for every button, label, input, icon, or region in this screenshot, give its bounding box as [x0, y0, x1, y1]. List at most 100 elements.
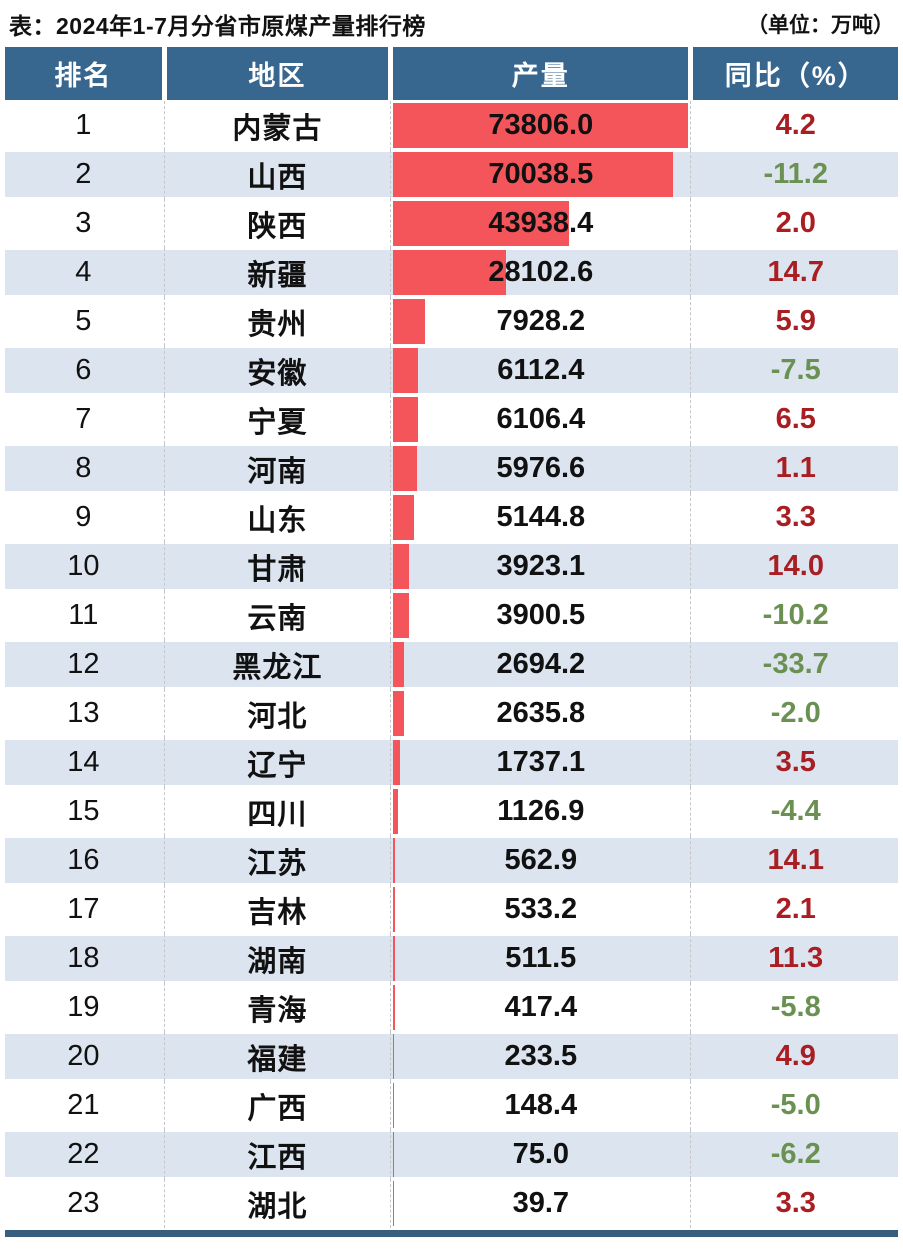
- region-cell: 湖南: [163, 934, 388, 983]
- production-value: 1737.1: [496, 746, 586, 778]
- rank-cell: 19: [67, 991, 100, 1023]
- rank-cell: 20: [67, 1040, 100, 1072]
- production-bar: [393, 1181, 395, 1226]
- column-header-yoy: 同比（%）: [693, 47, 898, 100]
- table-row: 14 辽宁 1737.1 3.5: [5, 738, 898, 787]
- production-value: 28102.6: [488, 256, 594, 288]
- production-cell: 75.0: [390, 1130, 688, 1179]
- yoy-value: 3.3: [690, 493, 898, 542]
- production-cell: 233.5: [390, 1032, 688, 1081]
- production-value: 75.0: [512, 1138, 570, 1170]
- production-bar: [393, 838, 396, 883]
- production-value: 6112.4: [497, 354, 585, 386]
- production-bar: [393, 544, 409, 589]
- table-row: 11 云南 3900.5 -10.2: [5, 591, 898, 640]
- production-bar: [393, 642, 404, 687]
- yoy-value: 4.9: [690, 1032, 898, 1081]
- column-header-region: 地区: [166, 47, 389, 100]
- yoy-value: 5.9: [690, 297, 898, 346]
- table-row: 13 河北 2635.8 -2.0: [5, 689, 898, 738]
- rank-cell: 9: [75, 501, 92, 533]
- production-value: 2635.8: [496, 697, 586, 729]
- table-row: 21 广西 148.4 -5.0: [5, 1081, 898, 1130]
- region-cell: 江苏: [163, 836, 388, 885]
- production-bar: [393, 1034, 395, 1079]
- production-value: 533.2: [504, 893, 578, 925]
- rank-cell: 18: [67, 942, 100, 974]
- region-cell: 甘肃: [163, 542, 388, 591]
- column-header-rank: 排名: [5, 47, 162, 100]
- production-cell: 6112.4: [390, 346, 688, 395]
- table-row: 19 青海 417.4 -5.8: [5, 983, 898, 1032]
- rank-cell: 2: [75, 158, 92, 190]
- production-cell: 73806.0: [390, 101, 689, 150]
- table-row: 18 湖南 511.5 11.3: [5, 934, 898, 983]
- production-cell: 2694.2: [390, 640, 688, 689]
- rank-cell: 21: [67, 1089, 100, 1121]
- region-cell: 吉林: [163, 885, 388, 934]
- rank-cell: 8: [75, 452, 92, 484]
- title-row: 表：2024年1-7月分省市原煤产量排行榜 （单位：万吨）: [5, 0, 898, 47]
- region-cell: 广西: [163, 1081, 388, 1130]
- production-cell: 148.4: [390, 1081, 688, 1130]
- table-row: 10 甘肃 3923.1 14.0: [5, 542, 898, 591]
- yoy-value: 2.1: [690, 885, 898, 934]
- yoy-value: 3.5: [690, 738, 898, 787]
- production-cell: 3923.1: [390, 542, 688, 591]
- production-cell: 3900.5: [390, 591, 688, 640]
- production-value: 70038.5: [488, 158, 594, 190]
- yoy-value: 3.3: [690, 1179, 898, 1228]
- region-cell: 黑龙江: [163, 640, 388, 689]
- table-row: 4 新疆 28102.6 14.7: [5, 248, 898, 297]
- yoy-value: -7.5: [690, 346, 898, 395]
- production-value: 5976.6: [496, 452, 586, 484]
- production-cell: 562.9: [390, 836, 688, 885]
- production-bar: [393, 1083, 395, 1128]
- rank-cell: 1: [75, 109, 92, 141]
- rank-cell: 12: [67, 648, 100, 680]
- table-row: 20 福建 233.5 4.9: [5, 1032, 898, 1081]
- production-cell: 533.2: [390, 885, 688, 934]
- table-row: 3 陕西 43938.4 2.0: [5, 199, 898, 248]
- production-cell: 39.7: [390, 1179, 688, 1228]
- region-cell: 宁夏: [163, 395, 388, 444]
- table-row: 22 江西 75.0 -6.2: [5, 1130, 898, 1179]
- yoy-value: 4.2: [690, 101, 898, 150]
- production-value: 511.5: [505, 942, 577, 974]
- rank-cell: 13: [67, 697, 100, 729]
- region-cell: 安徽: [163, 346, 388, 395]
- region-cell: 福建: [163, 1032, 388, 1081]
- table-row: 6 安徽 6112.4 -7.5: [5, 346, 898, 395]
- production-value: 39.7: [512, 1187, 570, 1219]
- production-cell: 1737.1: [390, 738, 688, 787]
- production-bar: [393, 348, 418, 393]
- rank-cell: 6: [75, 354, 92, 386]
- yoy-value: -33.7: [690, 640, 898, 689]
- production-bar: [393, 397, 418, 442]
- yoy-value: 14.7: [690, 248, 898, 297]
- production-value: 43938.4: [488, 207, 594, 239]
- region-cell: 河南: [163, 444, 388, 493]
- production-value: 233.5: [504, 1040, 578, 1072]
- production-cell: 5976.6: [390, 444, 688, 493]
- yoy-value: 14.0: [690, 542, 898, 591]
- production-bar: [393, 250, 506, 295]
- region-cell: 新疆: [163, 248, 388, 297]
- table-row: 15 四川 1126.9 -4.4: [5, 787, 898, 836]
- production-bar: [393, 985, 395, 1030]
- table-footer-bar: [5, 1230, 898, 1237]
- rank-cell: 14: [67, 746, 100, 778]
- table-row: 17 吉林 533.2 2.1: [5, 885, 898, 934]
- rank-cell: 5: [75, 305, 92, 337]
- yoy-value: -6.2: [690, 1130, 898, 1179]
- production-value: 417.4: [504, 991, 578, 1023]
- production-cell: 1126.9: [390, 787, 688, 836]
- table-row: 23 湖北 39.7 3.3: [5, 1179, 898, 1228]
- table-row: 5 贵州 7928.2 5.9: [5, 297, 898, 346]
- yoy-value: 14.1: [690, 836, 898, 885]
- rank-cell: 17: [67, 893, 100, 925]
- production-bar: [393, 936, 396, 981]
- table-row: 2 山西 70038.5 -11.2: [5, 150, 898, 199]
- region-cell: 山东: [163, 493, 388, 542]
